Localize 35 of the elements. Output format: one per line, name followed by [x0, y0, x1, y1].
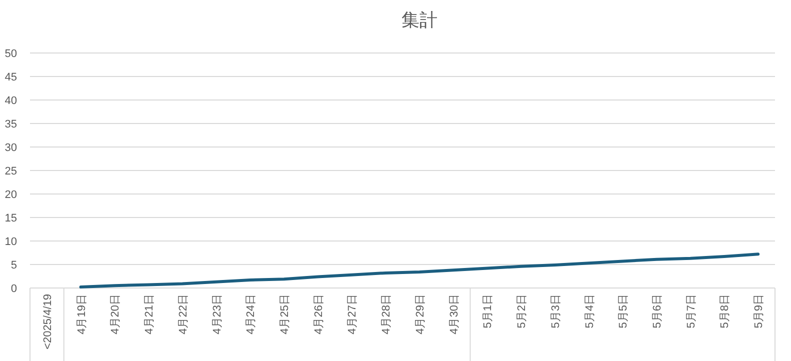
x-tick-label: 5月8日 [719, 294, 732, 328]
x-tick-label: 5月7日 [685, 294, 698, 328]
x-tick-label: 5月1日 [482, 294, 494, 328]
x-tick-label: 4月28日 [380, 294, 393, 334]
y-tick-label: 50 [4, 48, 17, 60]
x-tick-label: 5月3日 [550, 294, 562, 328]
y-tick-label: 40 [4, 95, 17, 107]
y-tick-label: 0 [10, 283, 17, 295]
y-tick-label: 45 [4, 72, 17, 84]
x-tick-label: 4月29日 [414, 294, 426, 334]
x-tick-label: 5月4日 [584, 294, 596, 328]
x-tick-label: 4月25日 [278, 294, 291, 334]
x-tick-label: 5月2日 [516, 294, 528, 328]
x-tick-label: 5月5日 [618, 294, 630, 328]
y-tick-label: 35 [4, 118, 17, 130]
x-tick-label: 4月24日 [245, 294, 258, 334]
y-tick-label: 20 [4, 189, 17, 201]
x-tick-label: 4月30日 [448, 294, 460, 334]
y-tick-label: 30 [4, 142, 17, 154]
chart-title: 集計 [402, 10, 438, 30]
y-tick-label: 25 [4, 166, 17, 178]
x-tick-label: 4月20日 [110, 294, 122, 334]
line-series [79, 252, 760, 289]
x-tick-label: 4月19日 [76, 294, 88, 334]
y-tick-label: 10 [4, 236, 17, 248]
x-tick-label: 4月27日 [346, 294, 359, 334]
x-tick-label: 5月6日 [651, 294, 664, 328]
y-tick-label: 15 [4, 212, 17, 224]
y-tick-label: 5 [10, 260, 17, 272]
x-tick-label: 4月22日 [177, 294, 190, 334]
x-tick-label: <2025/4/19 [42, 294, 54, 350]
x-tick-label: 5月9日 [753, 294, 766, 328]
x-tick-label: 4月21日 [144, 294, 156, 334]
x-tick-label: 4月26日 [312, 294, 325, 334]
x-tick-label: 4月23日 [211, 294, 224, 334]
